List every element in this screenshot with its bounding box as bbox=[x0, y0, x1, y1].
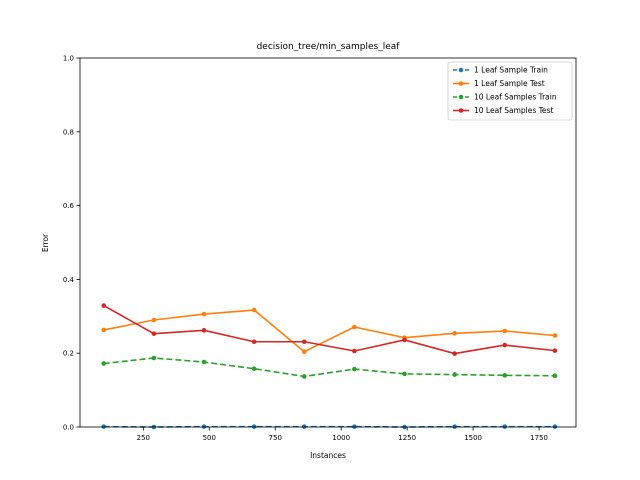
legend-box bbox=[447, 61, 573, 121]
x-tick-label-5: 1500 bbox=[464, 434, 482, 442]
data-point-1-7 bbox=[452, 330, 457, 336]
x-axis-title: Instances bbox=[310, 451, 346, 460]
data-point-2-9 bbox=[552, 373, 558, 379]
legend-marker-1 bbox=[458, 81, 464, 86]
y-tick-label-1: 0.2 bbox=[63, 350, 74, 358]
legend-label-2: 10 Leaf Samples Train bbox=[474, 93, 557, 102]
y-tick-label-0: 0.0 bbox=[63, 424, 74, 432]
series-line-2 bbox=[103, 357, 555, 378]
x-tick-label-0: 250 bbox=[137, 434, 150, 442]
x-tick-label-2: 750 bbox=[269, 434, 282, 442]
axes-frame bbox=[79, 57, 577, 428]
x-tick-label-3: 1000 bbox=[332, 434, 350, 442]
data-point-3-1 bbox=[151, 331, 157, 336]
data-point-2-8 bbox=[502, 373, 508, 378]
data-point-3-9 bbox=[552, 348, 558, 353]
series-line-1 bbox=[103, 309, 555, 353]
data-point-1-9 bbox=[552, 333, 558, 338]
data-point-3-8 bbox=[502, 342, 508, 348]
legend-marker-0 bbox=[458, 67, 464, 73]
data-point-2-0 bbox=[101, 361, 107, 366]
data-point-3-4 bbox=[301, 339, 307, 345]
data-point-3-6 bbox=[402, 337, 407, 343]
x-tick-label-6: 1750 bbox=[530, 434, 548, 442]
x-tick-label-4: 1250 bbox=[398, 434, 416, 442]
legend-marker-2 bbox=[458, 94, 464, 100]
data-point-3-5 bbox=[352, 348, 357, 354]
legend: 1 Leaf Sample Train 1 Leaf Sample Test 10 … bbox=[447, 61, 573, 121]
data-point-1-2 bbox=[201, 311, 207, 317]
data-point-3-7 bbox=[452, 351, 457, 356]
series-line-3 bbox=[103, 304, 555, 355]
data-point-3-0 bbox=[101, 303, 107, 308]
chart-title: decision_tree/min_samples_leaf bbox=[257, 42, 401, 52]
data-point-2-7 bbox=[452, 372, 457, 377]
y-tick-label-3: 0.6 bbox=[63, 202, 75, 210]
data-point-1-4 bbox=[301, 349, 307, 355]
data-point-1-8 bbox=[502, 328, 508, 334]
y-tick-label-2: 0.4 bbox=[63, 276, 75, 284]
data-point-3-3 bbox=[251, 339, 257, 345]
plot-area: 250 500 750 1000 1250 1500 1750 0.0 0.2 0.4 0.6 0.8… bbox=[63, 55, 577, 442]
data-point-1-0 bbox=[101, 327, 107, 333]
y-tick-label-5: 1.0 bbox=[63, 55, 74, 63]
data-point-2-5 bbox=[352, 366, 357, 372]
legend-label-1: 1 Leaf Sample Test bbox=[474, 79, 545, 88]
data-point-1-5 bbox=[352, 324, 357, 330]
data-point-2-3 bbox=[251, 366, 257, 371]
data-point-1-3 bbox=[251, 307, 257, 313]
legend-label-3: 10 Leaf Samples Test bbox=[474, 106, 553, 115]
data-point-2-1 bbox=[151, 355, 157, 361]
y-tick-label-4: 0.8 bbox=[63, 128, 74, 136]
legend-label-0: 1 Leaf Sample Train bbox=[474, 66, 548, 75]
data-point-2-6 bbox=[402, 371, 407, 377]
data-point-1-1 bbox=[151, 317, 157, 323]
data-point-2-2 bbox=[201, 359, 207, 365]
legend-marker-3 bbox=[458, 108, 464, 113]
data-point-2-4 bbox=[301, 374, 307, 379]
x-tick-label-1: 500 bbox=[203, 434, 216, 442]
data-point-3-2 bbox=[201, 328, 207, 333]
y-axis-title: Error bbox=[41, 233, 50, 252]
